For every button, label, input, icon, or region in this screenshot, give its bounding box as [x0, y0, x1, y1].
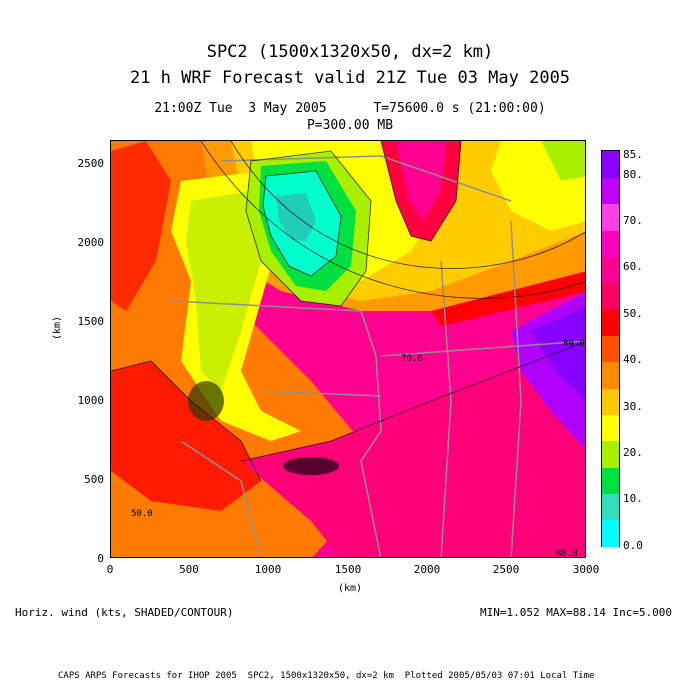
colorbar-segment	[602, 414, 619, 442]
contour-label-80-south: 80.0	[556, 549, 578, 558]
forecast-title: 21 h WRF Forecast valid 21Z Tue 03 May 2…	[129, 68, 571, 88]
y-tick-1500: 1500	[77, 315, 105, 328]
pressure-level-subtitle: P=300.00 MB	[306, 118, 394, 133]
colorbar-label-60: 60.	[623, 260, 643, 273]
colorbar-label-50: 50.	[623, 307, 643, 320]
x-tick-1000: 1000	[254, 563, 282, 576]
y-tick-2500: 2500	[77, 157, 105, 170]
y-tick-500: 500	[84, 473, 104, 486]
field-green-northeast	[541, 141, 585, 181]
colorbar-segment	[602, 203, 619, 231]
colorbar-label-0: 0.0	[623, 539, 643, 552]
wind-speed-map: 70.0 50.0 80.0 80.0	[110, 140, 586, 558]
field-description: Horiz. wind (kts, SHADED/CONTOUR)	[15, 606, 234, 619]
x-tick-2000: 2000	[413, 563, 441, 576]
contour-label-70: 70.0	[401, 354, 423, 364]
state-boundaries	[170, 155, 585, 557]
colorbar-label-80: 80.	[623, 168, 643, 181]
field-pink-north-jet	[396, 141, 446, 221]
field-red-streak	[431, 271, 585, 326]
x-tick-500: 500	[179, 563, 199, 576]
colorbar-segment	[602, 230, 619, 257]
plot-credit: CAPS ARPS Forecasts for IHOP 2005 SPC2, …	[58, 671, 595, 681]
colorbar-label-85: 85.	[623, 148, 643, 161]
contour-label-50: 50.0	[131, 509, 153, 519]
field-statistics: MIN=1.052 MAX=88.14 Inc=5.000	[480, 606, 673, 619]
chart-title: SPC2 (1500x1320x50, dx=2 km)	[206, 42, 494, 62]
colorbar-segment	[602, 519, 619, 547]
colorbar-segment	[602, 388, 619, 415]
colorbar-label-40: 40.	[623, 353, 643, 366]
storm-cluster-south	[283, 457, 339, 475]
y-axis-unit: (km)	[52, 315, 63, 340]
colorbar-segment	[602, 361, 619, 389]
valid-time-subtitle: 21:00Z Tue 3 May 2005 T=75600.0 s (21:00…	[154, 101, 546, 116]
colorbar-segment	[602, 177, 619, 205]
y-tick-2000: 2000	[77, 236, 105, 249]
x-tick-1500: 1500	[334, 563, 362, 576]
colorbar-segment	[602, 151, 619, 178]
colorbar-segment	[602, 282, 619, 310]
colorbar-segment	[602, 256, 619, 284]
y-tick-0: 0	[97, 552, 104, 565]
colorbar-label-30: 30.	[623, 400, 643, 413]
colorbar-segment	[602, 467, 619, 494]
x-axis-unit: (km)	[337, 583, 363, 594]
colorbar-label-10: 10.	[623, 492, 643, 505]
contour-label-80-east: 80.0	[563, 339, 585, 349]
storm-cluster-west	[188, 381, 224, 421]
colorbar-label-20: 20.	[623, 446, 643, 459]
colorbar-segment	[602, 335, 619, 363]
x-tick-2500: 2500	[492, 563, 520, 576]
colorbar-segment	[602, 440, 619, 468]
map-canvas: 70.0 50.0 80.0 80.0	[111, 141, 585, 558]
colorbar-segment	[602, 309, 619, 336]
colorbar-label-70: 70.	[623, 214, 643, 227]
colorbar-segment	[602, 493, 619, 521]
field-red-southwest	[111, 361, 261, 511]
field-yellowgreen-trough	[186, 191, 261, 391]
y-tick-1000: 1000	[77, 394, 105, 407]
field-jet-ribbon	[241, 341, 585, 557]
colorbar	[601, 150, 620, 547]
field-violet-east	[531, 306, 585, 400]
field-red-northwest	[111, 141, 171, 311]
field-cyan-core	[276, 193, 316, 241]
x-tick-0: 0	[106, 563, 114, 576]
x-tick-3000: 3000	[572, 563, 600, 576]
contour-lines	[111, 141, 585, 482]
